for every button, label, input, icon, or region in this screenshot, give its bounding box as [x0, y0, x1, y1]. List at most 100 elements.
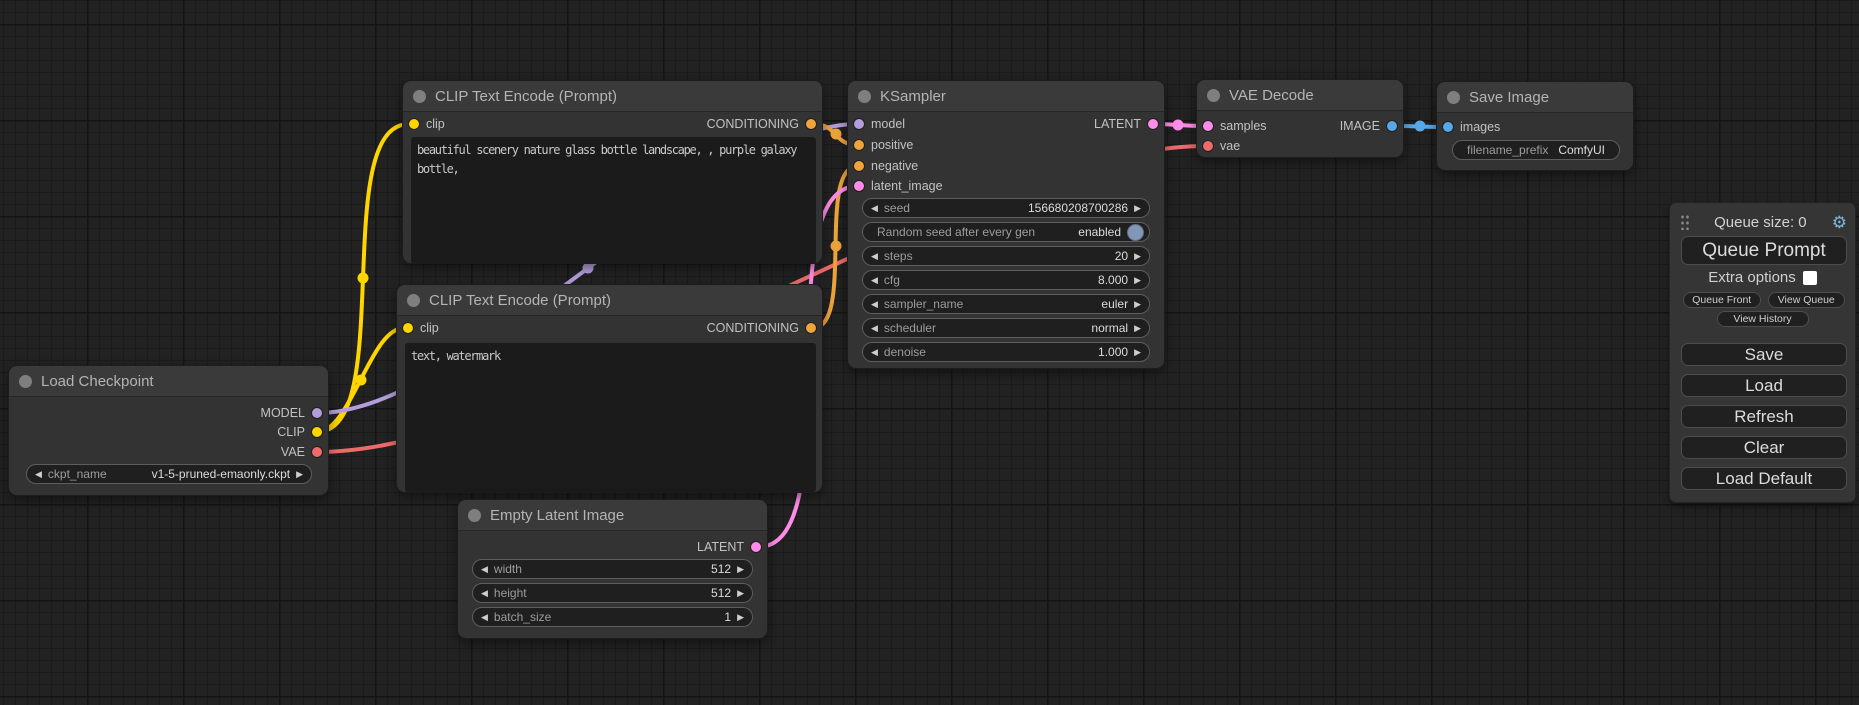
increment-arrow-icon[interactable]	[1134, 252, 1141, 261]
widget-value: normal	[1091, 321, 1129, 335]
node-title-bar[interactable]: CLIP Text Encode (Prompt)	[397, 285, 822, 316]
gear-icon[interactable]: ⚙	[1831, 212, 1847, 232]
collapse-dot-icon[interactable]	[413, 89, 426, 103]
increment-arrow-icon[interactable]	[1134, 348, 1141, 357]
port-model-input[interactable]	[854, 119, 864, 129]
node-ksampler[interactable]: KSampler model LATENT positive negative …	[848, 81, 1164, 368]
extra-options-checkbox[interactable]	[1802, 270, 1817, 285]
input-label: model	[871, 117, 906, 131]
scheduler-widget[interactable]: scheduler normal	[862, 318, 1150, 338]
refresh-button[interactable]: Refresh	[1681, 405, 1847, 428]
prompt-textarea[interactable]: text, watermark	[405, 343, 816, 492]
decrement-arrow-icon[interactable]	[35, 470, 42, 479]
clear-button[interactable]: Clear	[1681, 436, 1847, 459]
node-clip-text-encode-positive[interactable]: CLIP Text Encode (Prompt) clip CONDITION…	[403, 81, 822, 264]
port-latent-image-input[interactable]	[854, 181, 864, 191]
widget-label: height	[493, 586, 527, 600]
port-clip-input[interactable]	[403, 323, 413, 333]
increment-arrow-icon[interactable]	[737, 565, 744, 574]
steps-widget[interactable]: steps 20	[862, 246, 1150, 266]
node-title-bar[interactable]: Load Checkpoint	[9, 366, 328, 397]
port-clip-output[interactable]	[312, 427, 322, 437]
batch-size-widget[interactable]: batch_size 1	[472, 607, 753, 627]
collapse-dot-icon[interactable]	[858, 89, 871, 103]
load-button[interactable]: Load	[1681, 374, 1847, 397]
queue-prompt-button[interactable]: Queue Prompt	[1681, 236, 1847, 265]
collapse-dot-icon[interactable]	[1207, 88, 1220, 102]
port-model-output[interactable]	[312, 408, 322, 418]
prompt-textarea[interactable]: beautiful scenery nature glass bottle la…	[411, 137, 816, 264]
denoise-widget[interactable]: denoise 1.000	[862, 342, 1150, 362]
port-vae-input[interactable]	[1203, 141, 1213, 151]
node-title-bar[interactable]: CLIP Text Encode (Prompt)	[403, 81, 822, 112]
link-midpoint-dot[interactable]	[582, 262, 594, 274]
port-images-input[interactable]	[1443, 122, 1453, 132]
port-vae-output[interactable]	[312, 447, 322, 457]
link-midpoint-dot[interactable]	[1172, 119, 1184, 131]
node-clip-text-encode-negative[interactable]: CLIP Text Encode (Prompt) clip CONDITION…	[397, 285, 822, 492]
link-midpoint-dot[interactable]	[1414, 120, 1426, 132]
port-latent-output[interactable]	[751, 542, 761, 552]
node-title-bar[interactable]: KSampler	[848, 81, 1164, 112]
cfg-widget[interactable]: cfg 8.000	[862, 270, 1150, 290]
increment-arrow-icon[interactable]	[296, 470, 303, 479]
port-conditioning-output[interactable]	[806, 323, 816, 333]
node-title-bar[interactable]: VAE Decode	[1197, 80, 1403, 111]
decrement-arrow-icon[interactable]	[871, 348, 878, 357]
collapse-dot-icon[interactable]	[407, 293, 420, 307]
increment-arrow-icon[interactable]	[737, 613, 744, 622]
height-widget[interactable]: height 512	[472, 583, 753, 603]
port-conditioning-output[interactable]	[806, 119, 816, 129]
port-positive-input[interactable]	[854, 140, 864, 150]
save-button[interactable]: Save	[1681, 343, 1847, 366]
node-title-bar[interactable]: Empty Latent Image	[458, 500, 767, 531]
port-clip-input[interactable]	[409, 119, 419, 129]
node-vae-decode[interactable]: VAE Decode samples IMAGE vae	[1197, 80, 1403, 157]
node-load-checkpoint[interactable]: Load Checkpoint MODEL CLIP VAE ckpt_name…	[9, 366, 328, 495]
widget-label: cfg	[883, 273, 900, 287]
increment-arrow-icon[interactable]	[737, 589, 744, 598]
width-widget[interactable]: width 512	[472, 559, 753, 579]
link-midpoint-dot[interactable]	[355, 374, 367, 386]
load-default-button[interactable]: Load Default	[1681, 467, 1847, 490]
view-history-button[interactable]: View History	[1716, 311, 1809, 327]
collapse-dot-icon[interactable]	[19, 374, 32, 388]
ckpt-name-widget[interactable]: ckpt_name v1-5-pruned-emaonly.ckpt	[26, 464, 312, 484]
increment-arrow-icon[interactable]	[1134, 324, 1141, 333]
decrement-arrow-icon[interactable]	[481, 589, 488, 598]
node-title-bar[interactable]: Save Image	[1437, 82, 1633, 113]
toggle-ball-icon[interactable]	[1127, 223, 1144, 241]
port-image-output[interactable]	[1387, 121, 1397, 131]
collapse-dot-icon[interactable]	[468, 508, 481, 522]
collapse-dot-icon[interactable]	[1447, 90, 1460, 104]
drag-handle-icon[interactable]	[1680, 214, 1689, 230]
decrement-arrow-icon[interactable]	[871, 252, 878, 261]
node-empty-latent-image[interactable]: Empty Latent Image LATENT width 512 heig…	[458, 500, 767, 638]
port-samples-input[interactable]	[1203, 121, 1213, 131]
random-seed-widget[interactable]: Random seed after every gen enabled	[862, 222, 1150, 242]
link-midpoint-dot[interactable]	[357, 272, 369, 284]
decrement-arrow-icon[interactable]	[871, 300, 878, 309]
decrement-arrow-icon[interactable]	[481, 613, 488, 622]
decrement-arrow-icon[interactable]	[871, 276, 878, 285]
sampler-name-widget[interactable]: sampler_name euler	[862, 294, 1150, 314]
link-midpoint-dot[interactable]	[830, 128, 842, 140]
increment-arrow-icon[interactable]	[1134, 276, 1141, 285]
node-save-image[interactable]: Save Image images filename_prefix ComfyU…	[1437, 82, 1633, 170]
seed-widget[interactable]: seed 156680208700286	[862, 198, 1150, 218]
port-latent-output[interactable]	[1148, 119, 1158, 129]
decrement-arrow-icon[interactable]	[871, 324, 878, 333]
increment-arrow-icon[interactable]	[1134, 300, 1141, 309]
decrement-arrow-icon[interactable]	[871, 204, 878, 213]
widget-label: batch_size	[493, 610, 552, 624]
link-midpoint-dot[interactable]	[830, 240, 842, 252]
extra-options-label: Extra options	[1708, 269, 1796, 286]
view-queue-button[interactable]: View Queue	[1767, 292, 1845, 308]
queue-front-button[interactable]: Queue Front	[1683, 292, 1761, 308]
increment-arrow-icon[interactable]	[1134, 204, 1141, 213]
port-negative-input[interactable]	[854, 161, 864, 171]
widget-value: 20	[1114, 249, 1129, 263]
decrement-arrow-icon[interactable]	[481, 565, 488, 574]
filename-prefix-widget[interactable]: filename_prefix ComfyUI	[1452, 140, 1620, 160]
